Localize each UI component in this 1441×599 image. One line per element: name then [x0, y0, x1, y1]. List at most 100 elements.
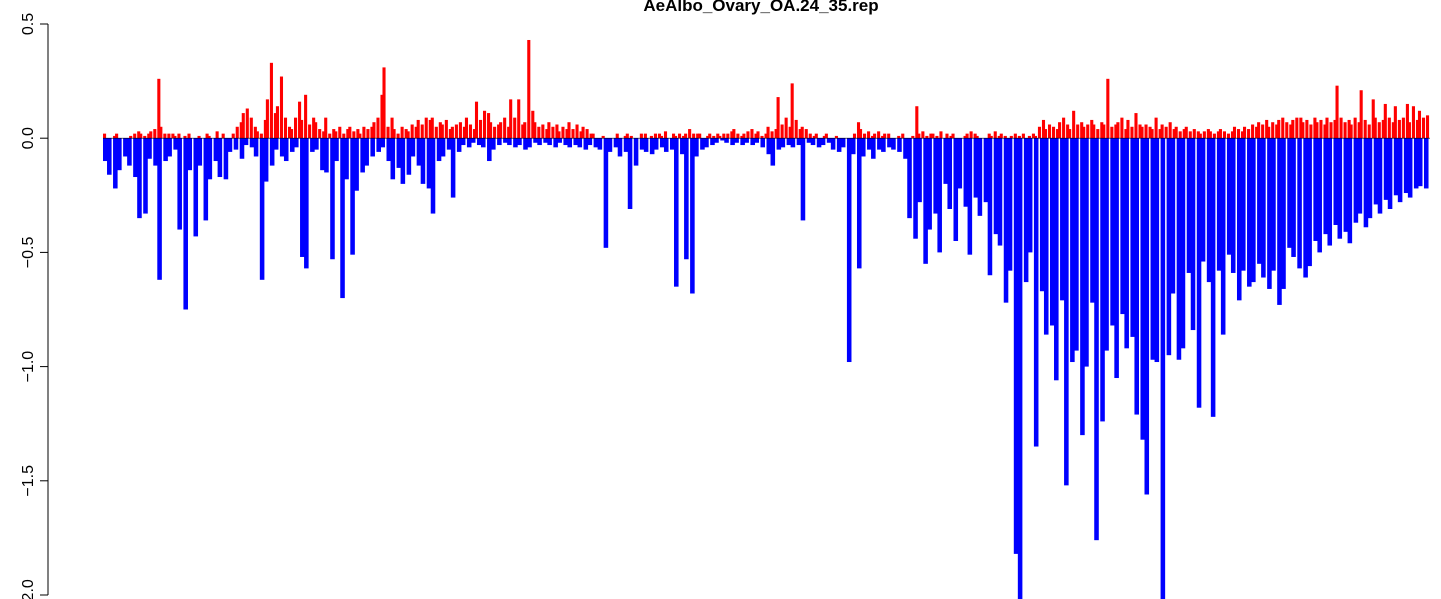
positive-bar [939, 131, 943, 139]
negative-bar [704, 138, 709, 148]
positive-bar [221, 133, 225, 139]
positive-bar [304, 94, 308, 139]
positive-bar [1198, 133, 1202, 139]
positive-bar [513, 117, 517, 139]
positive-bar [766, 126, 770, 139]
positive-bar [1096, 129, 1100, 139]
positive-bar [760, 135, 764, 139]
positive-bar [1339, 117, 1343, 139]
y-axis: 0.5 0.0 −0.5 −1.0 −1.5 −2.0 [20, 13, 49, 599]
positive-bar [1140, 126, 1144, 139]
negative-bar [364, 138, 369, 166]
negative-bar [334, 138, 339, 162]
positive-bar [489, 122, 493, 139]
negative-bar [553, 138, 558, 148]
positive-bar [1003, 135, 1007, 139]
positive-bar [255, 131, 259, 139]
positive-bar [601, 135, 605, 139]
negative-bar [649, 138, 655, 155]
negative-bar [253, 138, 259, 157]
negative-bar [840, 138, 846, 148]
positive-bar [1164, 126, 1168, 139]
positive-bar [521, 124, 525, 139]
negative-bar [867, 138, 872, 150]
positive-bar [736, 133, 740, 139]
positive-bar [963, 135, 967, 139]
positive-bar [1062, 117, 1066, 139]
negative-bar [937, 138, 942, 253]
positive-bar [555, 124, 559, 139]
positive-bar [450, 126, 454, 139]
positive-bar [177, 133, 181, 139]
negative-bar [1307, 138, 1312, 267]
positive-bar [324, 117, 328, 139]
negative-bar [517, 138, 522, 146]
negative-bars [103, 138, 1429, 599]
positive-bar [269, 62, 273, 139]
y-tick-label: −2.0 [20, 579, 37, 599]
positive-bar [259, 133, 263, 139]
negative-bar [1247, 138, 1252, 287]
negative-bar [503, 138, 508, 143]
positive-bar [1148, 126, 1152, 139]
negative-bar [997, 138, 1003, 246]
negative-bar [1327, 138, 1333, 246]
negative-bar [720, 138, 725, 141]
negative-bar [770, 138, 776, 166]
negative-bar [1417, 138, 1423, 187]
negative-bar [1039, 138, 1045, 292]
positive-bar [674, 135, 678, 139]
positive-bar [346, 129, 350, 139]
positive-bar [581, 126, 585, 139]
negative-bar [760, 138, 766, 148]
negative-bar [1074, 138, 1079, 351]
negative-bar [233, 138, 239, 150]
negative-bar [163, 138, 168, 162]
positive-bar [1319, 119, 1323, 139]
negative-bar [1190, 138, 1196, 331]
positive-bar [742, 133, 746, 139]
negative-bar [1043, 138, 1049, 335]
negative-bar [487, 138, 492, 162]
negative-bar [263, 138, 269, 182]
positive-bar [1100, 122, 1104, 139]
positive-bar [726, 133, 730, 139]
positive-bar [629, 135, 633, 139]
positive-bar [708, 133, 712, 139]
positive-bar [1102, 124, 1106, 139]
positive-bar [814, 133, 818, 139]
positive-bar [863, 133, 867, 139]
negative-bar [324, 138, 329, 173]
negative-bar [197, 138, 203, 166]
positive-bar [103, 133, 107, 139]
negative-bar [1104, 138, 1109, 351]
positive-bar [931, 133, 935, 139]
negative-bar [416, 138, 422, 166]
negative-bar [1023, 138, 1029, 283]
positive-bar [784, 117, 788, 139]
negative-bar [187, 138, 193, 171]
positive-bar [312, 117, 316, 139]
positive-bar [157, 78, 161, 139]
positive-bar [649, 135, 653, 139]
positive-bar [1126, 119, 1130, 139]
negative-bar [627, 138, 633, 209]
negative-bar [800, 138, 806, 221]
positive-bar [1257, 122, 1261, 139]
positive-bar [289, 129, 294, 139]
positive-bar [561, 126, 565, 139]
negative-bar [203, 138, 209, 221]
positive-bar [565, 129, 569, 139]
positive-bar [672, 133, 676, 139]
negative-bar [563, 138, 568, 146]
negative-bar [653, 138, 659, 150]
negative-bar [1257, 138, 1262, 264]
positive-bar [1275, 124, 1279, 139]
positive-bar [750, 129, 754, 139]
negative-bar [304, 138, 309, 269]
positive-bar [396, 133, 400, 139]
negative-bar [456, 138, 462, 152]
positive-bar [684, 133, 688, 139]
positive-bar [557, 131, 561, 139]
negative-bar [623, 138, 629, 152]
